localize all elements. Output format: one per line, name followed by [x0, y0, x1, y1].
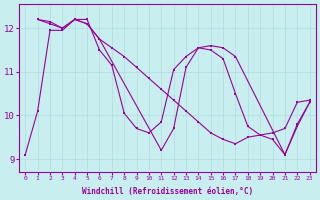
X-axis label: Windchill (Refroidissement éolien,°C): Windchill (Refroidissement éolien,°C)	[82, 187, 253, 196]
